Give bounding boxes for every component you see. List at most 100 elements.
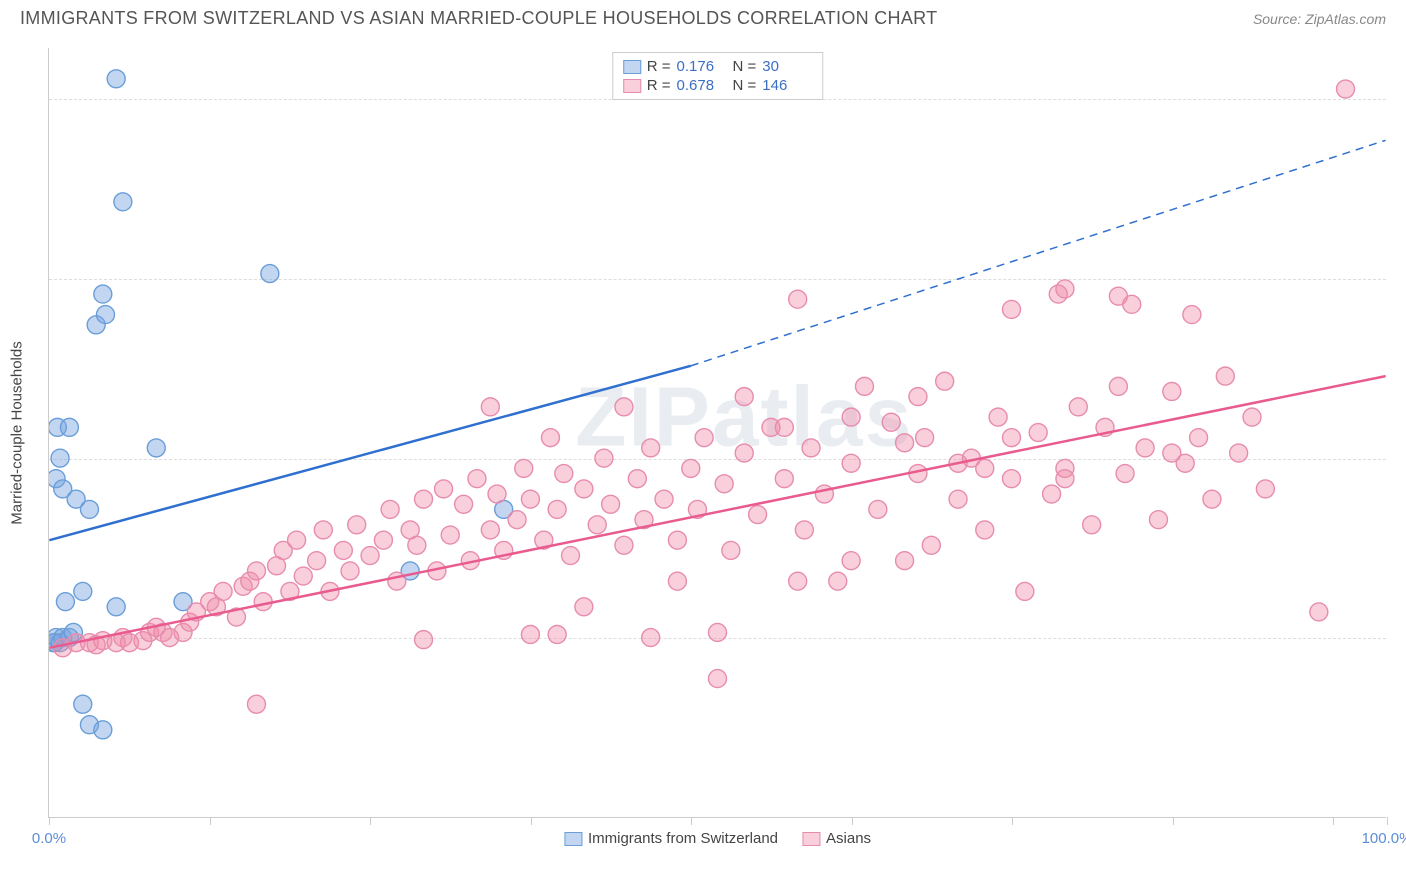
data-point	[842, 552, 860, 570]
data-point	[415, 631, 433, 649]
r-value-2: 0.678	[677, 77, 727, 94]
legend-item-1: Immigrants from Switzerland	[564, 830, 778, 847]
data-point	[976, 521, 994, 539]
data-point	[1230, 444, 1248, 462]
data-point	[842, 408, 860, 426]
data-point	[435, 480, 453, 498]
data-point	[896, 552, 914, 570]
legend-swatch-1	[623, 60, 641, 74]
data-point	[595, 449, 613, 467]
legend-swatch-bottom-2	[802, 832, 820, 846]
data-point	[922, 536, 940, 554]
data-point	[488, 485, 506, 503]
legend-label-2: Asians	[826, 830, 871, 847]
chart-title: IMMIGRANTS FROM SWITZERLAND VS ASIAN MAR…	[20, 8, 937, 29]
data-point	[795, 521, 813, 539]
data-point	[455, 495, 473, 513]
data-point	[1203, 490, 1221, 508]
data-point	[856, 377, 874, 395]
data-point	[775, 470, 793, 488]
data-point	[976, 459, 994, 477]
data-point	[94, 721, 112, 739]
data-point	[515, 459, 533, 477]
data-point	[468, 470, 486, 488]
correlation-legend: R = 0.176 N = 30 R = 0.678 N = 146	[612, 52, 824, 100]
data-point	[735, 444, 753, 462]
data-point	[749, 506, 767, 524]
data-point	[829, 572, 847, 590]
data-point	[802, 439, 820, 457]
data-point	[735, 388, 753, 406]
data-point	[642, 439, 660, 457]
data-point	[1002, 470, 1020, 488]
legend-swatch-bottom-1	[564, 832, 582, 846]
data-point	[896, 434, 914, 452]
data-point	[1069, 398, 1087, 416]
data-point	[1256, 480, 1274, 498]
data-point	[348, 516, 366, 534]
data-point	[575, 480, 593, 498]
data-point	[481, 521, 499, 539]
x-tick	[210, 817, 211, 825]
data-point	[1029, 424, 1047, 442]
data-point	[1149, 511, 1167, 529]
x-tick-label: 0.0%	[32, 830, 66, 847]
data-point	[1116, 465, 1134, 483]
x-tick	[1387, 817, 1388, 825]
data-point	[642, 629, 660, 647]
data-point	[1183, 306, 1201, 324]
data-point	[74, 695, 92, 713]
series-legend: Immigrants from Switzerland Asians	[564, 830, 871, 847]
chart-plot-area: Married-couple Households ZIPatlas R = 0…	[48, 48, 1386, 818]
data-point	[1002, 429, 1020, 447]
data-point	[97, 306, 115, 324]
data-point	[989, 408, 1007, 426]
data-point	[51, 449, 69, 467]
regression-line-extended	[691, 140, 1386, 366]
data-point	[361, 547, 379, 565]
source-attribution: Source: ZipAtlas.com	[1253, 11, 1386, 27]
x-tick	[852, 817, 853, 825]
data-point	[1243, 408, 1261, 426]
y-tick-label: 65.0%	[1394, 450, 1406, 467]
data-point	[288, 531, 306, 549]
data-point	[341, 562, 359, 580]
regression-line	[49, 376, 1385, 648]
data-point	[521, 626, 539, 644]
legend-item-2: Asians	[802, 830, 871, 847]
data-point	[214, 582, 232, 600]
data-point	[248, 562, 266, 580]
data-point	[722, 541, 740, 559]
data-point	[628, 470, 646, 488]
data-point	[521, 490, 539, 508]
data-point	[441, 526, 459, 544]
data-point	[381, 500, 399, 518]
x-tick	[49, 817, 50, 825]
data-point	[1056, 280, 1074, 298]
data-point	[80, 500, 98, 518]
scatter-svg	[49, 48, 1386, 817]
data-point	[949, 490, 967, 508]
data-point	[668, 572, 686, 590]
data-point	[1109, 377, 1127, 395]
data-point	[541, 429, 559, 447]
legend-row-series-1: R = 0.176 N = 30	[623, 57, 813, 76]
x-tick	[531, 817, 532, 825]
r-label: R =	[647, 77, 671, 94]
legend-label-1: Immigrants from Switzerland	[588, 830, 778, 847]
r-label: R =	[647, 58, 671, 75]
data-point	[261, 265, 279, 283]
data-point	[916, 429, 934, 447]
legend-row-series-2: R = 0.678 N = 146	[623, 76, 813, 95]
data-point	[655, 490, 673, 508]
data-point	[682, 459, 700, 477]
data-point	[562, 547, 580, 565]
data-point	[334, 541, 352, 559]
x-tick	[1012, 817, 1013, 825]
data-point	[408, 536, 426, 554]
data-point	[94, 285, 112, 303]
data-point	[668, 531, 686, 549]
data-point	[374, 531, 392, 549]
data-point	[481, 398, 499, 416]
data-point	[1163, 444, 1181, 462]
